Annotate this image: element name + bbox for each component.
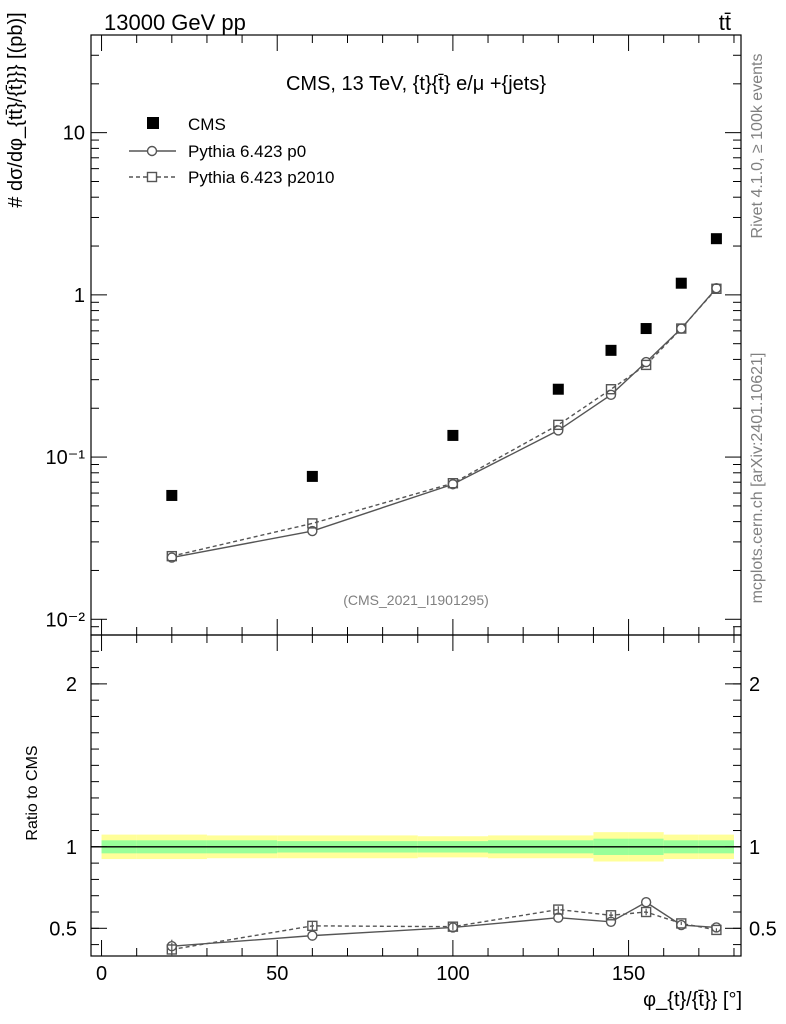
p0-point: [553, 425, 564, 436]
cms-data-point: [166, 489, 178, 501]
ratio-p2010-point: [553, 904, 564, 915]
ratio-p2010-point: [676, 918, 687, 929]
ratio-y-tick-label: 2: [66, 674, 77, 696]
p0-point: [676, 323, 687, 334]
p2010-point: [307, 518, 318, 529]
legend: CMS Pythia 6.423 p0 Pythia 6.423 p2010: [129, 115, 335, 187]
legend-p2010-label: Pythia 6.423 p2010: [188, 168, 335, 187]
ratio-y-tick-label: 0.5: [49, 918, 77, 940]
legend-p0-marker: [146, 145, 158, 157]
ratio-p0-point: [605, 916, 617, 927]
p0-point: [711, 282, 722, 294]
cms-data-point: [710, 233, 722, 245]
p2010-point: [640, 359, 652, 371]
ratio-p2010-point: [447, 921, 459, 932]
mcplots-credit-label: mcplots.cern.ch [arXiv:2401.10621]: [749, 353, 766, 604]
x-axis-label: φ_{t}/{t̄}} [°]: [643, 989, 742, 1011]
main-series-line-2: [171, 288, 717, 557]
ratio-plot-series: [166, 897, 722, 956]
ratio-y-tick-label-right: 2: [749, 674, 760, 696]
main-plot-ticks: 10⁻² 10⁻¹ 1 10: [46, 34, 741, 636]
p0-point: [605, 389, 617, 401]
cms-data-point: [306, 470, 318, 482]
ratio-series-line-0: [171, 901, 717, 947]
ratio-y-tick-label: 1: [66, 837, 77, 859]
x-tick-label: 0: [96, 963, 107, 985]
legend-cms-marker: [147, 117, 159, 129]
p2010-point: [166, 550, 178, 562]
ratio-y-tick-label-right: 0.5: [749, 918, 777, 940]
p2010-point: [447, 478, 459, 489]
analysis-watermark: (CMS_2021_I1901295): [343, 592, 489, 608]
header-final-state-label: tt̄: [719, 10, 731, 35]
cms-data-point: [552, 383, 564, 395]
cms-data-point: [640, 323, 652, 335]
ratio-p0-point: [640, 897, 652, 908]
legend-cms-label: CMS: [188, 115, 226, 134]
legend-p0-label: Pythia 6.423 p0: [188, 142, 306, 161]
ratio-p0-point: [553, 912, 564, 923]
ratio-plot-frame: [90, 634, 742, 957]
ratio-p2010-point: [307, 920, 318, 932]
x-tick-label: 100: [436, 963, 469, 985]
header-process-label: 13000 GeV pp: [104, 10, 246, 35]
x-tick-label: 50: [266, 963, 288, 985]
legend-p2010-marker: [146, 171, 158, 183]
ratio-plot-panel: 0.5 0.5 1 1 2 2 0 50 100 150 Ratio to CMS φ_{t}/{…: [24, 634, 777, 1011]
main-y-tick-label: 10: [63, 123, 85, 145]
ratio-p2010-point: [605, 910, 617, 921]
x-tick-label: 150: [612, 963, 645, 985]
rivet-version-label: Rivet 4.1.0, ≥ 100k events: [749, 54, 766, 239]
p2010-point: [711, 283, 722, 294]
main-plot-panel: 10⁻² 10⁻¹ 1 10 CMS, 13 TeV, {t}{t̄} e/μ +{j…: [5, 12, 742, 636]
ratio-p2010-point: [640, 906, 652, 918]
p2010-point: [605, 384, 617, 395]
ratio-p2010-point: [166, 944, 178, 955]
main-y-tick-label: 10⁻²: [46, 609, 86, 631]
main-series-line-1: [171, 287, 717, 559]
main-y-tick-label: 10⁻¹: [46, 447, 86, 469]
plot-title: CMS, 13 TeV, {t}{t̄} e/μ +{jets}: [286, 73, 546, 95]
p2010-point: [553, 419, 564, 431]
cms-data-point: [447, 429, 459, 441]
ratio-y-tick-label-right: 1: [749, 837, 760, 859]
p2010-point: [676, 323, 687, 334]
p0-point: [640, 356, 652, 368]
p0-point: [307, 525, 318, 537]
main-plot-series: [166, 233, 722, 563]
ratio-p2010-point: [711, 924, 722, 936]
main-y-axis-label: # dσ/dφ_{tt̄}/{t̄}}} [(pb)]: [5, 12, 27, 207]
ratio-y-axis-label: Ratio to CMS: [24, 745, 41, 840]
main-y-tick-label: 1: [74, 285, 85, 307]
ratio-series-line-1: [171, 908, 717, 951]
ratio-plot-ticks: 0.5 0.5 1 1 2 2 0 50 100 150: [49, 635, 777, 985]
ratio-p0-point: [307, 930, 318, 941]
ratio-band-layer: [91, 832, 741, 862]
cms-data-point: [605, 344, 617, 356]
cms-data-point: [675, 277, 687, 289]
